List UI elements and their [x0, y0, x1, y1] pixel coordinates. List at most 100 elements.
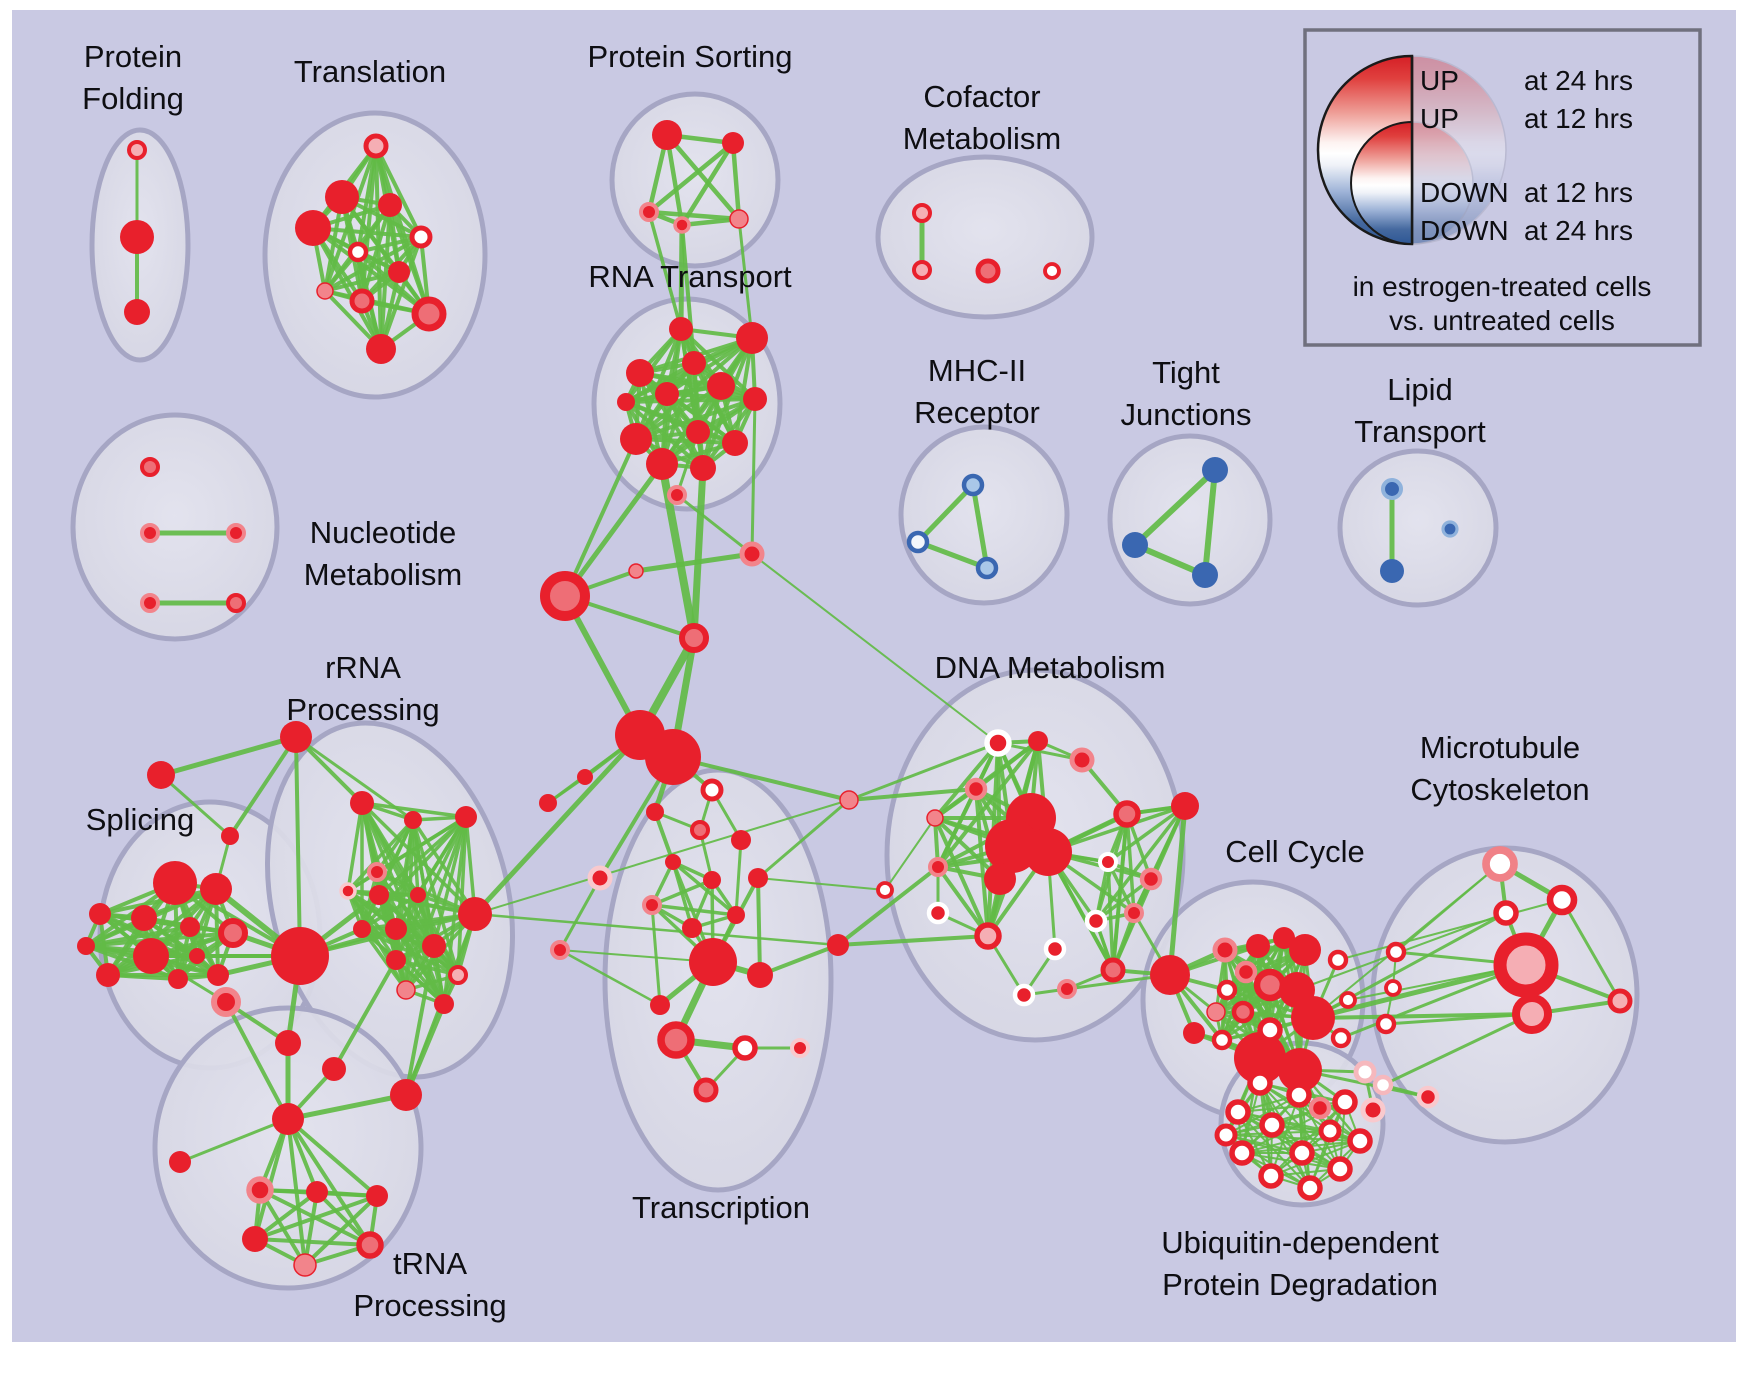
- legend-inner-left-half: [1350, 120, 1413, 246]
- cluster-label-trna-processing: Processing: [353, 1288, 506, 1323]
- network-node: [682, 918, 702, 938]
- network-node: [928, 857, 948, 877]
- network-node: [1225, 1099, 1251, 1125]
- network-edge: [286, 1117, 372, 1247]
- network-node: [1100, 957, 1126, 983]
- network-node: [366, 334, 396, 364]
- cluster-label-protein-folding: Folding: [82, 81, 184, 116]
- network-node: [411, 296, 447, 332]
- network-node: [912, 203, 932, 223]
- network-node: [1385, 941, 1407, 963]
- network-node: [747, 962, 773, 988]
- network-node: [378, 193, 402, 217]
- network-node: [1327, 1156, 1353, 1182]
- network-edge: [647, 210, 683, 331]
- network-node: [679, 623, 709, 653]
- network-edge: [737, 217, 754, 340]
- network-edge: [1560, 898, 1622, 1003]
- network-node: [682, 351, 706, 375]
- cluster-label-cell-cycle: Cell Cycle: [1225, 834, 1365, 869]
- network-node: [189, 948, 205, 964]
- cluster-label-rna-transport: RNA Transport: [588, 259, 792, 294]
- cluster-ellipse-protein-sorting: [609, 91, 781, 269]
- network-node: [703, 871, 721, 889]
- network-node: [363, 133, 389, 159]
- network-node: [1113, 800, 1141, 828]
- network-edge: [360, 912, 477, 931]
- network-node: [350, 791, 374, 815]
- network-edge: [751, 553, 999, 744]
- network-node: [1330, 1027, 1352, 1049]
- cluster-label-protein-folding: Protein: [84, 39, 182, 74]
- network-node: [1327, 949, 1349, 971]
- network-node: [1259, 1112, 1285, 1138]
- network-node: [455, 806, 477, 828]
- network-node: [96, 963, 120, 987]
- network-node: [388, 261, 410, 283]
- network-node: [1546, 884, 1578, 916]
- network-node: [1289, 1140, 1315, 1166]
- network-edge: [224, 1000, 290, 1121]
- network-node: [686, 420, 710, 444]
- legend-inner-right-half: [1411, 121, 1474, 245]
- network-node: [617, 393, 635, 411]
- cluster-label-tight-junctions: Junctions: [1121, 397, 1252, 432]
- network-edge: [374, 144, 423, 239]
- network-edge: [311, 226, 383, 351]
- network-node: [180, 917, 200, 937]
- network-node: [1234, 960, 1258, 984]
- network-node: [964, 777, 988, 801]
- network-edge: [701, 336, 754, 470]
- network-node: [293, 1253, 317, 1277]
- network-node: [727, 906, 745, 924]
- network-node: [218, 918, 248, 948]
- network-edge: [286, 1117, 379, 1198]
- legend-time-label: at 24 hrs: [1524, 215, 1633, 246]
- network-edge: [346, 818, 415, 893]
- network-edge: [360, 893, 420, 931]
- network-node: [707, 372, 735, 400]
- cluster-label-nucleotide-metabolism: Metabolism: [304, 557, 463, 592]
- network-node: [147, 761, 175, 789]
- network-edge: [303, 1190, 319, 1267]
- network-node: [396, 980, 416, 1000]
- network-node: [1380, 559, 1404, 583]
- network-node: [906, 530, 930, 554]
- network-edge: [1271, 1124, 1361, 1142]
- network-edge: [1202, 467, 1218, 578]
- cluster-label-trna-processing: tRNA: [393, 1246, 467, 1281]
- network-node: [657, 1021, 695, 1059]
- cluster-label-dna-metabolism: DNA Metabolism: [935, 650, 1166, 685]
- cluster-label-mhc-ii-receptor: Receptor: [914, 395, 1040, 430]
- network-edge: [558, 876, 602, 952]
- network-edge: [294, 735, 302, 958]
- network-node: [1028, 731, 1048, 751]
- network-edge: [933, 741, 1000, 820]
- network-node: [369, 885, 389, 905]
- network-node: [1098, 852, 1118, 872]
- network-node: [974, 922, 1002, 950]
- network-node: [280, 721, 312, 753]
- network-edge: [360, 801, 468, 819]
- network-node: [1211, 1029, 1233, 1051]
- network-edge: [915, 482, 976, 545]
- network-edge: [253, 1194, 379, 1241]
- network-edge: [634, 397, 757, 441]
- network-node: [448, 965, 468, 985]
- network-edge: [664, 132, 685, 228]
- cluster-label-ubiquitin-dependent-protein-degradation: Ubiquitin-dependent: [1161, 1225, 1439, 1260]
- network-node: [347, 241, 369, 263]
- network-node: [673, 216, 691, 234]
- network-node: [325, 180, 359, 214]
- network-edge: [1339, 963, 1528, 1040]
- network-edge: [159, 773, 232, 838]
- network-edge: [650, 903, 738, 917]
- network-node: [1043, 937, 1067, 961]
- cluster-ellipse-tight-junctions: [1107, 433, 1273, 607]
- network-node: [1183, 1022, 1205, 1044]
- network-edge: [756, 798, 851, 880]
- cluster-label-mhc-ii-receptor: MHC-II: [928, 353, 1026, 388]
- cluster-label-rrna-processing: Processing: [286, 692, 439, 727]
- network-edge: [624, 400, 705, 470]
- cluster-label-ubiquitin-dependent-protein-degradation: Protein Degradation: [1162, 1267, 1438, 1302]
